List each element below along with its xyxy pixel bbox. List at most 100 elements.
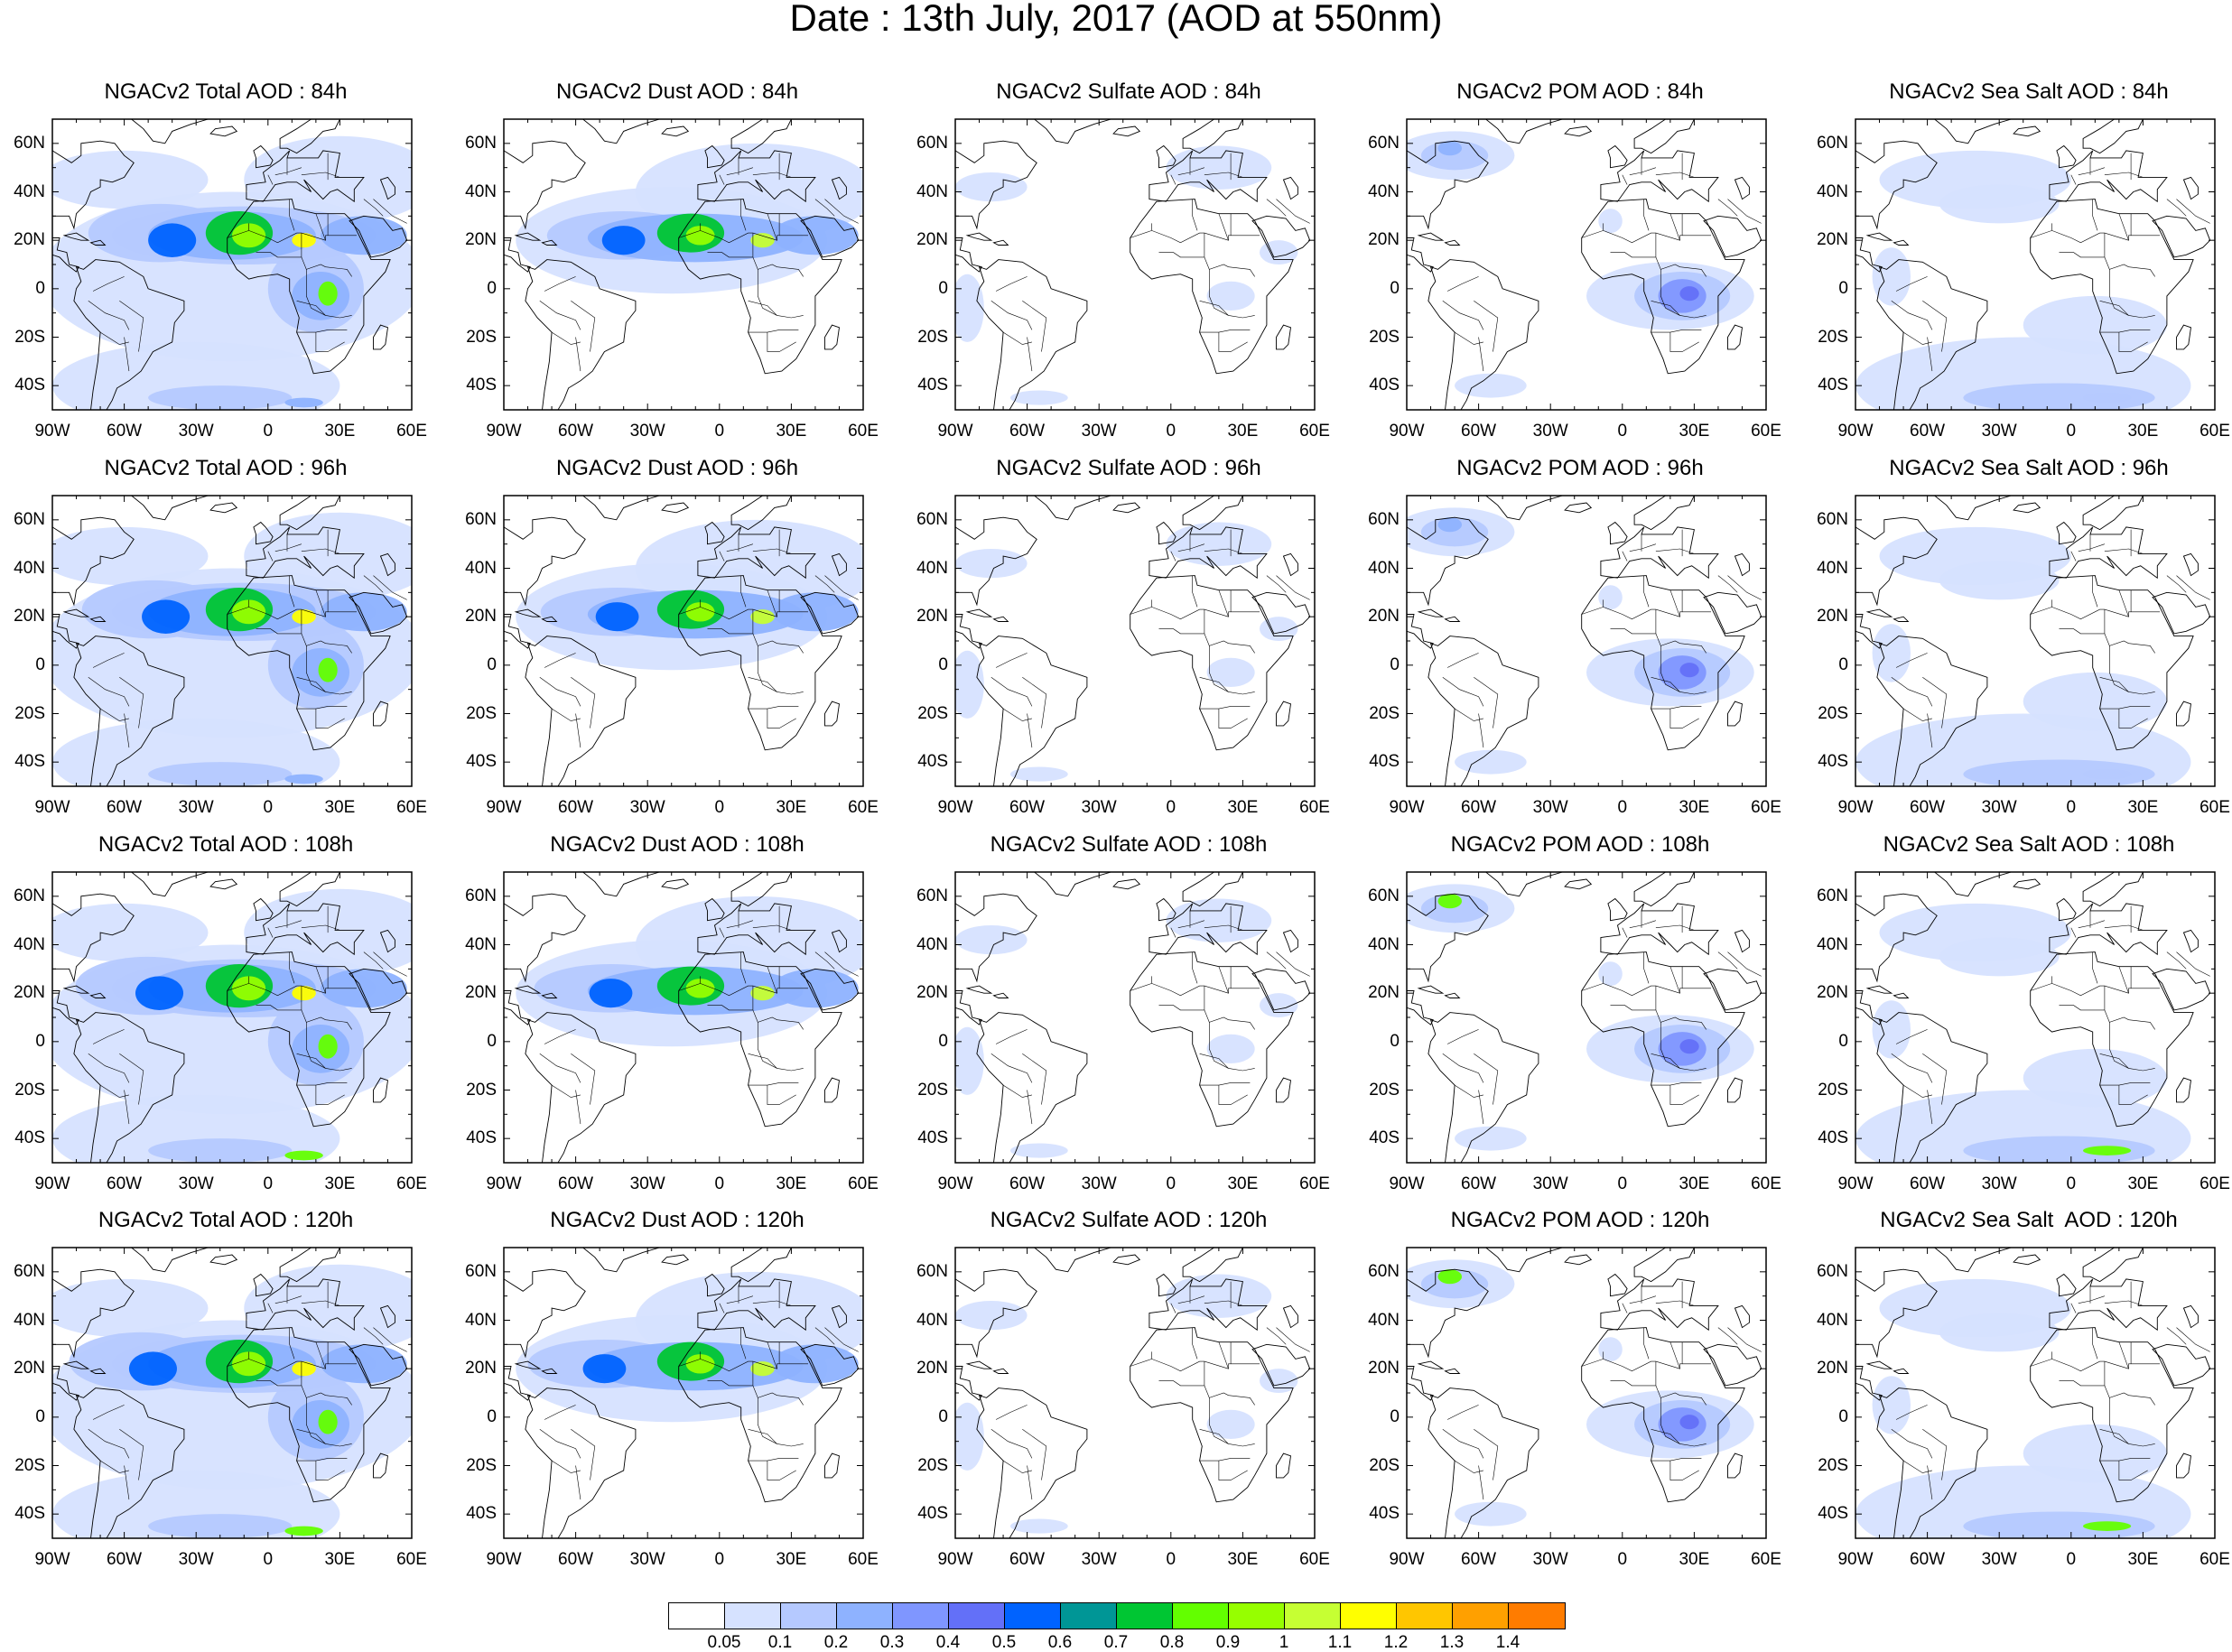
country-border xyxy=(1891,677,1933,707)
country-border xyxy=(1002,1084,1032,1098)
coastline xyxy=(2013,502,2041,514)
coastline xyxy=(1033,119,1111,144)
aod-contour-level-1 xyxy=(955,549,1028,579)
country-border xyxy=(748,329,799,333)
aod-map xyxy=(954,118,1316,411)
aod-contour-level-2 xyxy=(2083,769,2132,779)
lon-label: 60E xyxy=(2199,1174,2230,1193)
country-border xyxy=(1655,548,1695,554)
coastline xyxy=(1855,1366,1883,1401)
lat-label: 60N xyxy=(916,133,948,153)
coastline xyxy=(1933,496,2012,521)
country-border xyxy=(1446,1029,1479,1044)
country-border xyxy=(227,230,357,244)
country-border xyxy=(814,1327,835,1345)
lon-label: 30E xyxy=(776,422,807,441)
coastline xyxy=(541,992,558,998)
coastline xyxy=(1876,259,1988,410)
lat-label: 0 xyxy=(35,1031,45,1051)
country-border xyxy=(1022,677,1047,729)
aod-map xyxy=(51,495,413,787)
map-layer xyxy=(504,496,863,786)
country-border xyxy=(1170,551,1176,561)
map-layer xyxy=(504,1248,863,1538)
country-border xyxy=(99,1084,129,1098)
coastline xyxy=(1855,1248,1938,1359)
country-border xyxy=(1922,677,1948,729)
lat-label: 40S xyxy=(466,1128,497,1148)
coastline xyxy=(1444,616,1461,622)
lon-label: 30W xyxy=(1081,798,1117,817)
country-border xyxy=(99,708,129,721)
country-border xyxy=(1218,1085,1248,1105)
lat-label: 20N xyxy=(465,983,497,1003)
aod-contour-level-1 xyxy=(1939,561,2060,600)
country-border xyxy=(99,1460,129,1473)
lon-label: 60W xyxy=(1461,1174,1497,1193)
country-border xyxy=(1891,301,1933,330)
lat-label: 20N xyxy=(14,983,45,1003)
coastline xyxy=(253,1273,274,1297)
country-border xyxy=(1022,1429,1047,1480)
coastline xyxy=(130,496,209,521)
country-border xyxy=(1204,172,1243,178)
aod-contour-level-3 xyxy=(284,397,323,408)
coastline xyxy=(1865,232,1893,241)
country-border xyxy=(990,1429,1033,1459)
coastline xyxy=(1734,176,1750,200)
coastline xyxy=(52,237,79,273)
country-border xyxy=(678,230,808,244)
country-border xyxy=(544,653,576,668)
map-panel-total-120h: NGACv2 Total AOD : 120h 60N 40N 20N 0 20S 40S 9… xyxy=(0,1208,451,1587)
country-border xyxy=(995,1405,1028,1420)
coastline xyxy=(227,951,391,1128)
lat-label: 0 xyxy=(938,1031,948,1051)
coastline xyxy=(246,526,365,580)
country-border xyxy=(1002,331,1032,345)
lon-label: 90W xyxy=(937,798,973,817)
colorbar-label: 0.5 xyxy=(991,1633,1017,1652)
lon-label: 30W xyxy=(629,798,665,817)
lat-label: 40N xyxy=(916,181,948,201)
lat-label: 20S xyxy=(466,703,497,723)
lon-label: 60W xyxy=(1910,422,1946,441)
coastline xyxy=(955,614,982,649)
country-border xyxy=(267,551,274,561)
colorbar-swatch xyxy=(1004,1602,1062,1629)
country-border xyxy=(227,1359,357,1372)
aod-contour-level-1 xyxy=(2023,672,2167,731)
country-border xyxy=(1669,332,1699,352)
aod-contour-level-3 xyxy=(772,592,859,632)
lat-label: 20S xyxy=(14,327,45,347)
colorbar-label: 0.9 xyxy=(1215,1633,1241,1652)
country-border xyxy=(2118,589,2129,617)
country-border xyxy=(363,1327,384,1345)
lon-label: 90W xyxy=(34,798,70,817)
country-border xyxy=(1199,677,1229,692)
coastline xyxy=(1112,1254,1141,1266)
aod-contour-level-1 xyxy=(1206,657,1255,687)
coastline xyxy=(678,575,842,751)
coastline xyxy=(2030,575,2194,751)
coastline xyxy=(2049,1278,2168,1332)
lon-label: 30W xyxy=(629,422,665,441)
country-border xyxy=(1002,708,1032,721)
country-border xyxy=(1199,706,1251,710)
lat-label: 40S xyxy=(14,1128,45,1148)
country-border xyxy=(1891,1429,1933,1459)
country-border xyxy=(1643,951,1650,984)
coastline xyxy=(581,872,660,897)
lon-label: 90W xyxy=(34,422,70,441)
lat-label: 60N xyxy=(14,509,45,529)
aod-contour-level-11 xyxy=(750,609,775,625)
aod-contour-level-10 xyxy=(685,602,715,622)
country-border xyxy=(227,983,357,997)
country-border xyxy=(315,589,326,617)
country-border xyxy=(1669,1461,1699,1480)
lon-label: 0 xyxy=(1166,422,1176,441)
country-border xyxy=(1895,653,1928,668)
country-border xyxy=(995,653,1028,668)
coastline xyxy=(661,1254,690,1266)
lon-label: 60E xyxy=(1299,1174,1330,1193)
country-border xyxy=(748,301,777,316)
